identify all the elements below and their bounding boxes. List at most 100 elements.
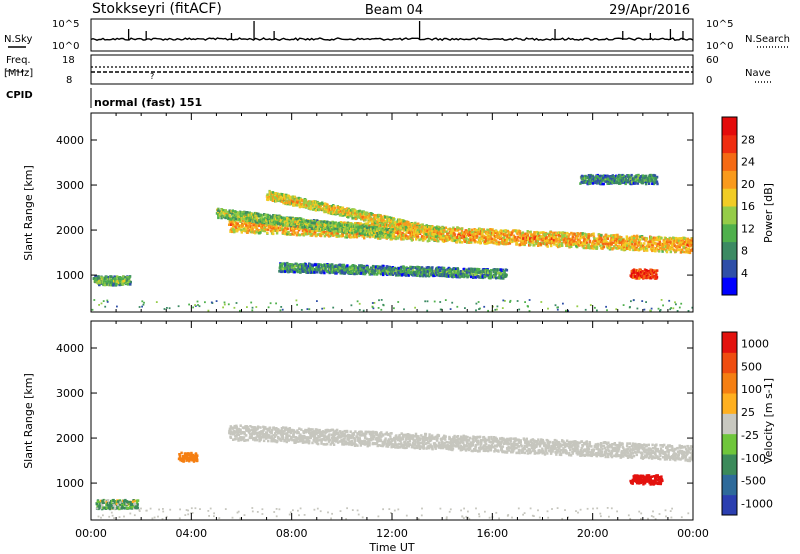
power-mark [540, 235, 543, 238]
power-mark [287, 224, 290, 227]
power-mark [413, 224, 417, 227]
power-mark [271, 199, 274, 202]
power-mark [357, 232, 360, 236]
power-mark [284, 264, 287, 267]
power-mark [579, 243, 582, 246]
power-mark [500, 232, 503, 235]
power-mark [407, 236, 410, 239]
power-mark [291, 200, 295, 204]
power-mark [522, 234, 525, 237]
power-mark [614, 241, 618, 244]
power-mark [363, 236, 366, 240]
power-mark [298, 203, 302, 206]
power-mark [508, 242, 512, 245]
power-mark [538, 237, 541, 241]
power-mark [547, 241, 550, 245]
power-mark [274, 221, 278, 224]
power-mark [400, 238, 403, 241]
power-mark [246, 216, 249, 220]
power-mark [631, 245, 634, 249]
power-mark [399, 268, 402, 272]
power-mark [375, 220, 378, 223]
power-mark [285, 229, 288, 232]
nsky-label: N.Sky [4, 34, 32, 45]
power-mark [378, 231, 382, 234]
power-mark [612, 246, 615, 250]
power-mark [452, 237, 455, 241]
power-mark [302, 233, 305, 237]
power-mark [448, 235, 451, 239]
power-mark [390, 231, 393, 234]
power-mark [268, 191, 272, 194]
power-mark [257, 231, 261, 235]
power-mark [591, 244, 594, 248]
power-mark [620, 239, 623, 242]
power-mark [662, 248, 666, 251]
power-mark [288, 219, 291, 223]
power-mark [360, 267, 363, 270]
power-mark [531, 241, 535, 245]
power-mark [276, 222, 280, 225]
power-mark [261, 221, 264, 224]
power-mark [299, 220, 302, 224]
power-mark [394, 224, 398, 227]
power-mark [341, 213, 344, 217]
power-mark [259, 213, 262, 217]
power-mark [342, 263, 345, 267]
power-mark [336, 212, 339, 216]
power-mark [423, 226, 426, 229]
nave-tick-bottom: 0 [706, 75, 712, 86]
power-mark [257, 212, 260, 216]
power-mark [552, 241, 555, 244]
power-mark [506, 242, 510, 246]
power-mark [324, 224, 327, 228]
power-mark [537, 244, 540, 247]
power-mark [403, 223, 406, 226]
power-mark [454, 227, 457, 231]
power-mark [384, 234, 387, 237]
power-mark [364, 218, 367, 221]
power-mark [266, 231, 269, 235]
power-mark [340, 211, 343, 215]
power-mark [417, 231, 420, 234]
power-mark [610, 235, 613, 239]
power-mark [333, 205, 336, 208]
power-mark [325, 209, 328, 212]
power-mark [357, 209, 361, 213]
power-mark [587, 233, 590, 236]
power-mark [270, 198, 273, 201]
power-mark [517, 239, 520, 242]
power-mark [241, 224, 245, 227]
power-mark [378, 227, 381, 230]
power-mark [568, 233, 571, 236]
power-mark [582, 246, 585, 250]
power-mark [566, 244, 569, 248]
power-mark [456, 238, 459, 241]
power-mark [223, 214, 226, 218]
power-mark [232, 220, 235, 224]
power-mark [347, 267, 351, 270]
power-mark [307, 200, 310, 203]
power-mark [393, 270, 396, 273]
power-mark [373, 271, 376, 275]
power-mark [321, 202, 324, 206]
power-mark [228, 216, 231, 220]
power-mark [393, 267, 396, 270]
power-mark [297, 266, 300, 270]
power-mark [460, 236, 463, 240]
power-mark [297, 227, 301, 230]
power-mark [279, 227, 282, 230]
power-mark [383, 270, 387, 273]
power-mark [484, 242, 487, 245]
power-mark [301, 267, 304, 270]
power-mark [399, 267, 403, 270]
power-mark [637, 248, 640, 251]
power-mark [499, 237, 503, 241]
power-mark [464, 238, 468, 241]
power-mark [442, 230, 445, 234]
power-mark [303, 266, 307, 269]
power-mark [626, 238, 629, 241]
power-mark [327, 235, 331, 238]
power-mark [379, 214, 382, 218]
